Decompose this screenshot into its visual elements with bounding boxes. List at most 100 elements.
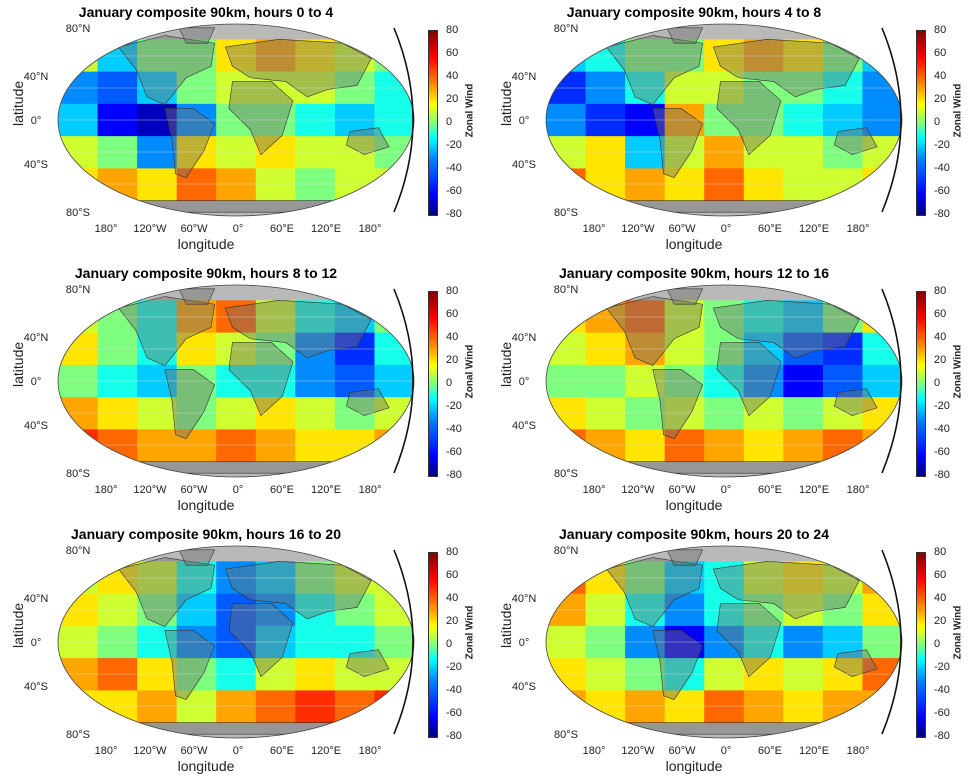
continent-gl xyxy=(178,549,216,566)
wind-cell xyxy=(97,168,138,202)
wind-cell xyxy=(585,625,626,659)
robinson-map: 80°N 40°N 0° 40°S 80°S 180° 120°W 60°W 0° 60°E 120… xyxy=(24,23,415,235)
continent-au xyxy=(346,127,390,155)
wind-cell xyxy=(862,625,902,659)
wind-cell xyxy=(334,625,375,659)
colorbar-tick: 20 xyxy=(934,93,947,105)
continent-af xyxy=(716,603,782,678)
wind-cell xyxy=(664,690,705,724)
wind-cell xyxy=(255,625,296,659)
colorbar-label: Zonal Wind xyxy=(952,83,964,138)
map-frame xyxy=(545,284,903,478)
colorbar-tick: 80 xyxy=(446,24,459,36)
wind-cell xyxy=(664,397,705,430)
wind-cell xyxy=(783,658,824,691)
latitude-tick: 80°S xyxy=(66,207,90,219)
wind-cell xyxy=(783,136,824,169)
latitude-tick: 40°N xyxy=(24,332,49,344)
continent-af xyxy=(716,342,782,417)
wind-cell xyxy=(546,561,587,595)
wind-cell xyxy=(546,103,587,137)
continent-af xyxy=(228,81,294,156)
longitude-tick: 0° xyxy=(721,484,732,496)
colorbar-tick: -40 xyxy=(934,423,950,435)
colorbar-tick: -20 xyxy=(934,400,950,412)
colorbar-tick: 20 xyxy=(446,93,459,105)
wind-cell xyxy=(137,429,178,463)
longitude-tick: 60°E xyxy=(758,745,782,757)
colorbar-label: Zonal Wind xyxy=(464,605,476,660)
continent-eu xyxy=(712,561,860,620)
wind-cell xyxy=(295,300,336,334)
wind-cell xyxy=(585,168,626,202)
longitude-tick: 180° xyxy=(847,484,870,496)
wind-cell xyxy=(374,625,414,659)
wind-cell xyxy=(334,136,375,169)
wind-cell xyxy=(743,561,784,595)
continent-au xyxy=(834,127,878,155)
colorbar-tick: 60 xyxy=(446,569,459,581)
colorbar-tick: 20 xyxy=(934,615,947,627)
x-axis-label: longitude xyxy=(177,497,235,513)
colorbar-tick: -80 xyxy=(446,469,462,481)
longitude-tick: 60°W xyxy=(668,484,696,496)
wind-cell xyxy=(176,429,217,463)
colorbar-label: Zonal Wind xyxy=(952,344,964,399)
wind-cell xyxy=(137,364,178,398)
colorbar-tick: 40 xyxy=(934,70,947,82)
continent-eu xyxy=(224,300,372,359)
longitude-tick: 60°E xyxy=(758,484,782,496)
wind-cell xyxy=(374,168,414,202)
continent-na xyxy=(118,557,215,628)
wind-cell xyxy=(585,397,626,430)
wind-cell xyxy=(176,658,217,691)
wind-cell xyxy=(255,136,296,169)
wind-cell xyxy=(704,300,745,334)
continent-au xyxy=(346,388,390,416)
wind-cell xyxy=(216,364,257,398)
map-frame xyxy=(57,284,415,478)
wind-cell xyxy=(862,103,902,137)
wind-cell xyxy=(334,397,375,430)
continent-af xyxy=(716,81,782,156)
wind-cell xyxy=(97,429,138,463)
wind-cell xyxy=(137,658,178,691)
colorbar xyxy=(916,30,926,216)
robinson-map: 80°N 40°N 0° 40°S 80°S 180° 120°W 60°W 0° 60°E 120… xyxy=(512,23,903,235)
wind-cell xyxy=(704,136,745,169)
wind-cell xyxy=(862,690,902,724)
wind-cell xyxy=(255,168,296,202)
wind-cell xyxy=(783,397,824,430)
panel-title: January composite 90km, hours 0 to 4 xyxy=(78,4,334,20)
wind-cell xyxy=(625,300,666,334)
longitude-tick: 120°E xyxy=(799,223,829,235)
wind-cell xyxy=(546,429,587,463)
continent-sa xyxy=(164,369,216,439)
colorbar-tick: -60 xyxy=(934,707,950,719)
wind-cell xyxy=(704,625,745,659)
wind-cell xyxy=(743,136,784,169)
wind-cell xyxy=(822,364,863,398)
latitude-tick: 40°S xyxy=(512,159,536,171)
x-axis-label: longitude xyxy=(665,236,723,252)
wind-cell xyxy=(862,429,902,463)
continent-na xyxy=(606,557,703,628)
colorbar-tick: -40 xyxy=(446,684,462,696)
colorbar-tick: -40 xyxy=(446,162,462,174)
longitude-tick: 0° xyxy=(233,484,244,496)
continent-gl xyxy=(178,27,216,44)
wind-cell xyxy=(704,397,745,430)
colorbar-tick: 60 xyxy=(934,47,947,59)
longitude-tick: 60°E xyxy=(270,484,294,496)
colorbar-tick: -60 xyxy=(934,446,950,458)
continent-eu xyxy=(712,300,860,359)
wind-cell xyxy=(216,625,257,659)
colorbar-tick: 60 xyxy=(446,308,459,320)
latitude-tick: 80°N xyxy=(554,23,579,35)
longitude-tick: 60°W xyxy=(180,484,208,496)
colorbar-tick: -20 xyxy=(934,139,950,151)
wind-cell xyxy=(334,364,375,398)
latitude-tick: 80°S xyxy=(554,468,578,480)
colorbar-tick: -80 xyxy=(934,469,950,481)
longitude-tick: 0° xyxy=(233,223,244,235)
